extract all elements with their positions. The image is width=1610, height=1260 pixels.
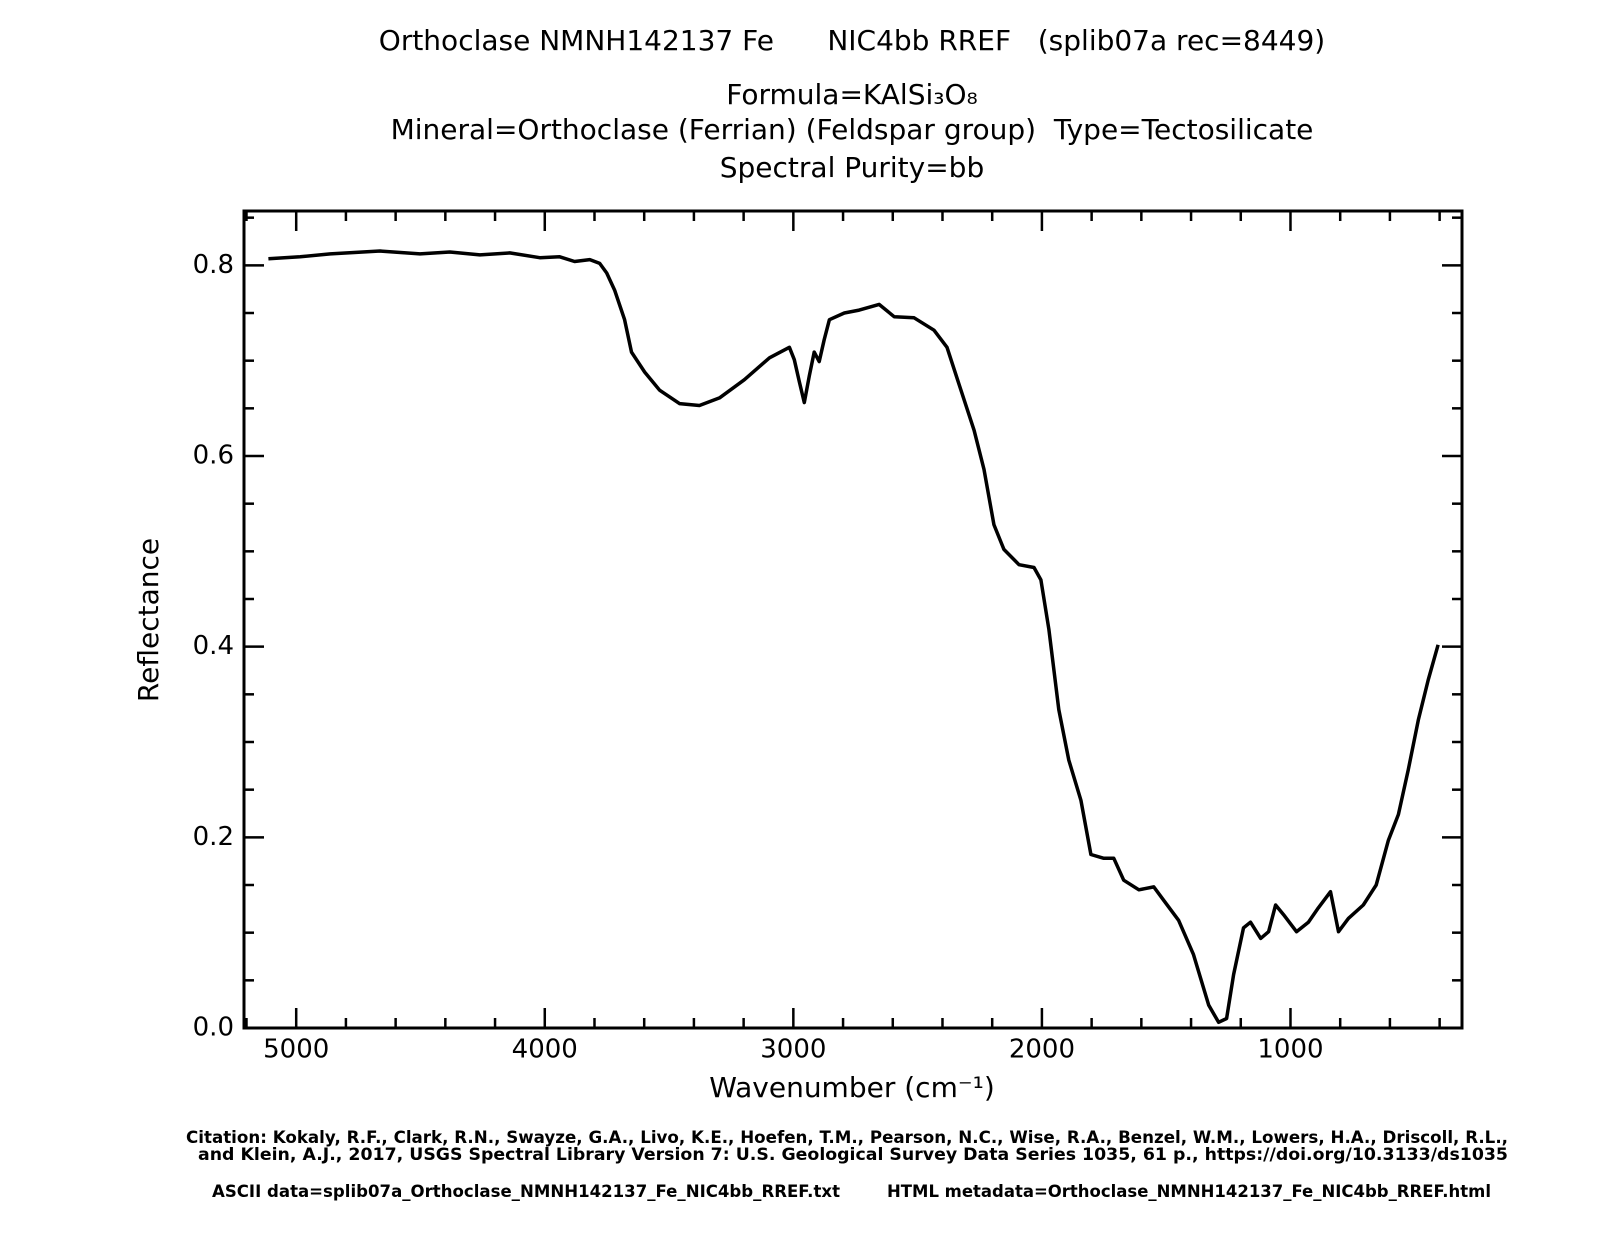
html-metadata: HTML metadata=Orthoclase_NMNH142137_Fe_N… [887, 1182, 1491, 1202]
chart-subtitle: Formula=KAlSi₃O₈ [726, 78, 978, 111]
y-axis-label: Reflectance [132, 538, 165, 702]
y-tick-label: 0.0 [193, 1013, 234, 1043]
x-tick-label: 1000 [1257, 1035, 1323, 1065]
x-tick-label: 2000 [1009, 1035, 1075, 1065]
x-tick-label: 3000 [760, 1035, 826, 1065]
y-tick-label: 0.6 [193, 441, 234, 471]
x-axis-label: Wavenumber (cm⁻¹) [709, 1071, 995, 1104]
y-tick-label: 0.8 [193, 250, 234, 280]
y-tick-label: 0.2 [193, 822, 234, 852]
chart-subtitle: Mineral=Orthoclase (Ferrian) (Feldspar g… [391, 113, 1314, 146]
x-tick-label: 4000 [512, 1035, 578, 1065]
plot-frame [242, 209, 1464, 1030]
citation: and Klein, A.J., 2017, USGS Spectral Lib… [198, 1145, 1508, 1165]
chart-subtitle: Spectral Purity=bb [720, 151, 984, 184]
x-tick-label: 5000 [263, 1035, 329, 1065]
ascii-data: ASCII data=splib07a_Orthoclase_NMNH14213… [212, 1182, 840, 1202]
chart-title: Orthoclase NMNH142137 Fe NIC4bb RREF (sp… [379, 24, 1325, 57]
citation: Citation: Kokaly, R.F., Clark, R.N., Swa… [186, 1128, 1508, 1148]
y-tick-label: 0.4 [193, 631, 234, 661]
spectrum-line [268, 249, 1440, 1025]
